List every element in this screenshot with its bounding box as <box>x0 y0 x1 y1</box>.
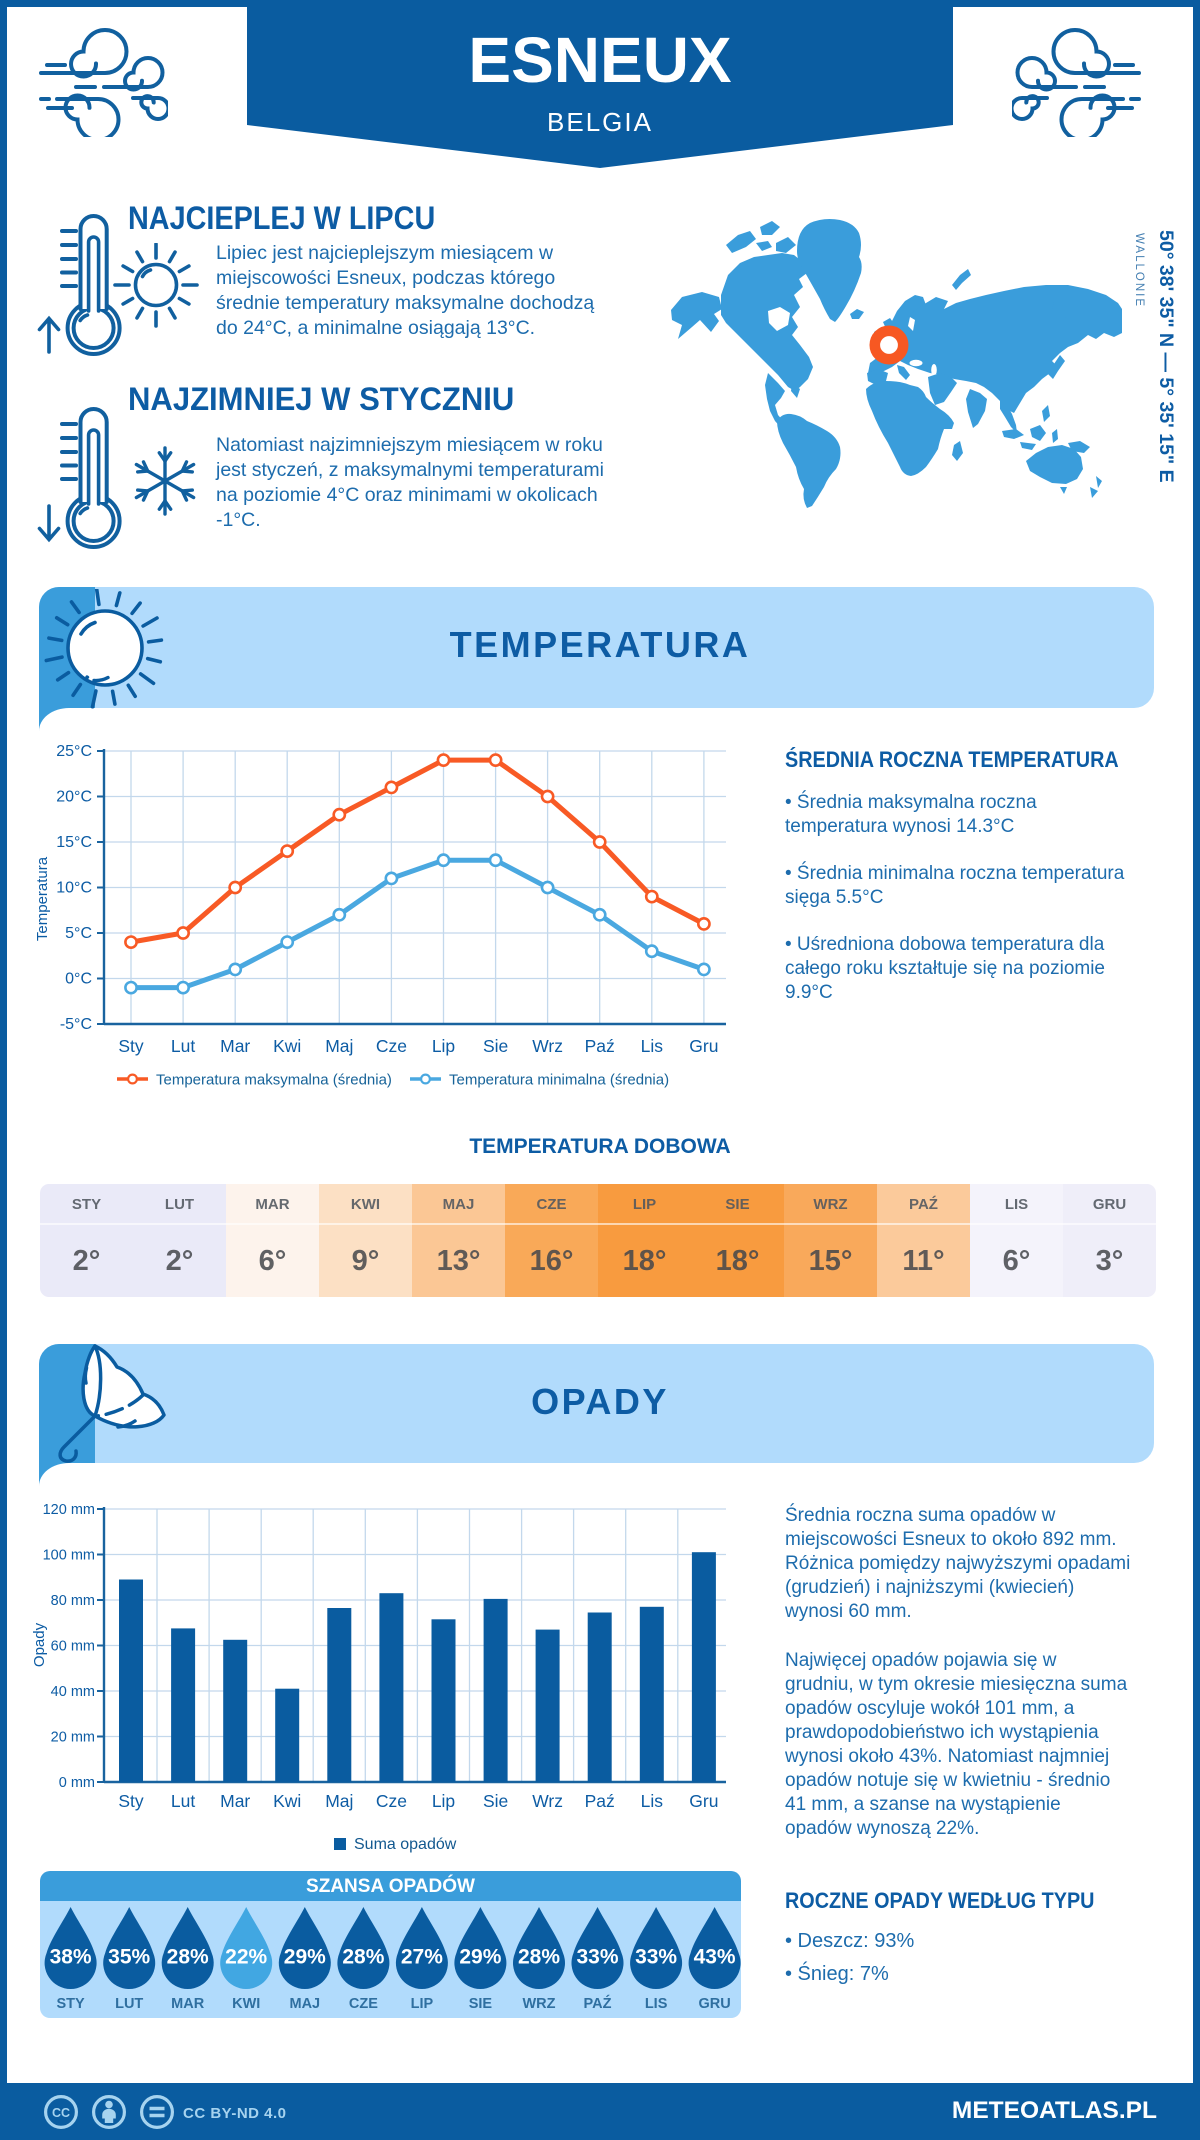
svg-text:STY: STY <box>56 1996 85 2012</box>
svg-text:5°C: 5°C <box>65 925 92 942</box>
svg-text:33%: 33% <box>635 1946 677 1969</box>
svg-text:43%: 43% <box>694 1946 736 1969</box>
svg-text:20 mm: 20 mm <box>51 1730 95 1746</box>
svg-text:28%: 28% <box>518 1946 560 1969</box>
svg-text:29%: 29% <box>284 1946 326 1969</box>
svg-text:Lis: Lis <box>641 1791 664 1811</box>
svg-text:Lis: Lis <box>641 1036 664 1056</box>
svg-text:33%: 33% <box>576 1946 618 1969</box>
svg-text:120 mm: 120 mm <box>43 1502 95 1518</box>
svg-text:Cze: Cze <box>376 1791 407 1811</box>
svg-text:100 mm: 100 mm <box>43 1548 95 1564</box>
svg-text:20°C: 20°C <box>56 789 92 806</box>
svg-text:MAR: MAR <box>171 1996 205 2012</box>
svg-text:Lut: Lut <box>171 1791 195 1811</box>
svg-text:Maj: Maj <box>325 1791 353 1811</box>
svg-text:LIS: LIS <box>645 1996 668 2012</box>
svg-text:Paź: Paź <box>585 1791 615 1811</box>
svg-text:LIP: LIP <box>411 1996 434 2012</box>
svg-text:Temperatura: Temperatura <box>34 856 51 941</box>
svg-text:29%: 29% <box>459 1946 501 1969</box>
svg-text:Mar: Mar <box>220 1791 250 1811</box>
svg-text:-5°C: -5°C <box>60 1016 92 1033</box>
svg-text:Lip: Lip <box>432 1036 455 1056</box>
svg-text:15°C: 15°C <box>56 834 92 851</box>
svg-text:Suma opadów: Suma opadów <box>354 1836 457 1853</box>
svg-text:40 mm: 40 mm <box>51 1684 95 1700</box>
svg-text:10°C: 10°C <box>56 880 92 897</box>
svg-text:Opady: Opady <box>31 1622 48 1667</box>
svg-text:Temperatura minimalna (średnia: Temperatura minimalna (średnia) <box>449 1072 669 1089</box>
svg-text:MAJ: MAJ <box>289 1996 320 2012</box>
svg-text:Gru: Gru <box>689 1791 718 1811</box>
svg-text:Cze: Cze <box>376 1036 407 1056</box>
svg-text:22%: 22% <box>225 1946 267 1969</box>
svg-text:LUT: LUT <box>115 1996 143 2012</box>
svg-text:Sty: Sty <box>118 1791 144 1811</box>
svg-text:0°C: 0°C <box>65 971 92 988</box>
svg-text:Maj: Maj <box>325 1036 353 1056</box>
svg-text:Temperatura maksymalna (średni: Temperatura maksymalna (średnia) <box>156 1072 392 1089</box>
svg-text:25°C: 25°C <box>56 743 92 760</box>
svg-text:SIE: SIE <box>469 1996 493 2012</box>
svg-text:Gru: Gru <box>689 1036 718 1056</box>
svg-text:80 mm: 80 mm <box>51 1593 95 1609</box>
svg-text:Wrz: Wrz <box>532 1791 563 1811</box>
svg-text:0 mm: 0 mm <box>59 1775 95 1791</box>
svg-text:Sie: Sie <box>483 1791 508 1811</box>
svg-text:Sie: Sie <box>483 1036 508 1056</box>
svg-text:PAŹ: PAŹ <box>584 1995 612 2012</box>
svg-text:Mar: Mar <box>220 1036 250 1056</box>
svg-text:60 mm: 60 mm <box>51 1639 95 1655</box>
svg-text:CZE: CZE <box>349 1996 378 2012</box>
svg-text:Paź: Paź <box>585 1036 615 1056</box>
svg-text:WRZ: WRZ <box>522 1996 555 2012</box>
svg-text:KWI: KWI <box>232 1996 260 2012</box>
svg-text:27%: 27% <box>401 1946 443 1969</box>
svg-text:Kwi: Kwi <box>273 1036 301 1056</box>
svg-text:35%: 35% <box>108 1946 150 1969</box>
svg-text:Lut: Lut <box>171 1036 195 1056</box>
svg-text:Sty: Sty <box>118 1036 144 1056</box>
svg-text:GRU: GRU <box>698 1996 730 2012</box>
svg-text:Kwi: Kwi <box>273 1791 301 1811</box>
svg-text:38%: 38% <box>50 1946 92 1969</box>
svg-text:28%: 28% <box>167 1946 209 1969</box>
svg-text:28%: 28% <box>342 1946 384 1969</box>
svg-text:Lip: Lip <box>432 1791 455 1811</box>
svg-text:Wrz: Wrz <box>532 1036 563 1056</box>
svg-text:CC: CC <box>52 2106 70 2120</box>
